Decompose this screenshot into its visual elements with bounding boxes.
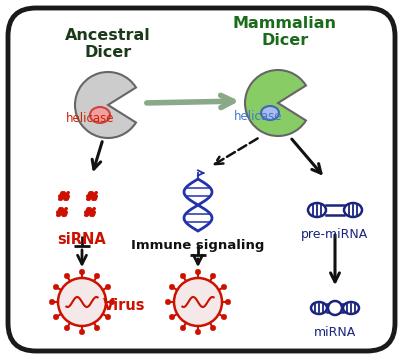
Ellipse shape — [90, 107, 110, 123]
Ellipse shape — [344, 203, 362, 217]
Ellipse shape — [343, 302, 359, 314]
Text: helicase: helicase — [234, 111, 283, 123]
Circle shape — [221, 284, 227, 290]
Circle shape — [210, 325, 216, 331]
Circle shape — [64, 325, 70, 331]
Circle shape — [105, 314, 111, 320]
Circle shape — [169, 314, 175, 320]
Circle shape — [225, 299, 231, 305]
Text: siRNA: siRNA — [58, 232, 106, 247]
Circle shape — [210, 273, 216, 279]
Text: Mammalian
Dicer: Mammalian Dicer — [233, 16, 337, 48]
Circle shape — [94, 325, 100, 331]
Circle shape — [53, 314, 59, 320]
Circle shape — [165, 299, 171, 305]
Circle shape — [94, 273, 100, 279]
Circle shape — [64, 273, 70, 279]
Circle shape — [58, 278, 106, 326]
Circle shape — [169, 284, 175, 290]
Text: Virus: Virus — [103, 298, 145, 313]
Circle shape — [221, 314, 227, 320]
Text: helicase: helicase — [66, 112, 114, 126]
Ellipse shape — [311, 302, 327, 314]
Circle shape — [328, 301, 342, 315]
Wedge shape — [75, 72, 136, 138]
Circle shape — [109, 299, 115, 305]
Circle shape — [180, 325, 186, 331]
Ellipse shape — [308, 203, 326, 217]
Text: Immune signaling: Immune signaling — [131, 239, 265, 252]
Wedge shape — [245, 70, 306, 136]
Circle shape — [195, 329, 201, 335]
Circle shape — [53, 284, 59, 290]
Text: Ancestral
Dicer: Ancestral Dicer — [65, 28, 151, 60]
Text: pre-miRNA: pre-miRNA — [301, 228, 369, 241]
Circle shape — [180, 273, 186, 279]
Circle shape — [79, 269, 85, 275]
Circle shape — [79, 329, 85, 335]
Circle shape — [174, 278, 222, 326]
Ellipse shape — [261, 106, 279, 120]
Circle shape — [105, 284, 111, 290]
FancyBboxPatch shape — [8, 8, 395, 351]
Circle shape — [49, 299, 55, 305]
Circle shape — [195, 269, 201, 275]
Text: miRNA: miRNA — [314, 326, 356, 339]
